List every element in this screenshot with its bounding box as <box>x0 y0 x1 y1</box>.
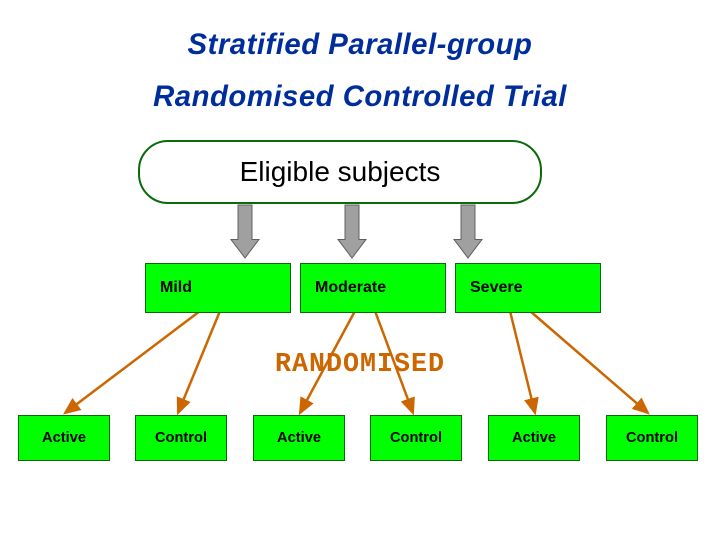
arm-label: Control <box>390 430 442 446</box>
stratum-box-mild: Mild <box>145 263 291 313</box>
arm-box-control-3: Control <box>370 415 462 461</box>
block-arrow-icon <box>454 205 482 258</box>
stratum-box-moderate: Moderate <box>300 263 446 313</box>
arm-label: Active <box>512 430 556 446</box>
stratum-label: Severe <box>470 279 523 297</box>
arm-label: Control <box>626 430 678 446</box>
arm-box-active-2: Active <box>253 415 345 461</box>
arm-box-active-4: Active <box>488 415 580 461</box>
arm-label: Active <box>277 430 321 446</box>
root-eligible-subjects: Eligible subjects <box>138 140 542 204</box>
stratum-label: Mild <box>160 279 192 297</box>
arm-box-control-5: Control <box>606 415 698 461</box>
stratum-box-severe: Severe <box>455 263 601 313</box>
arm-box-active-0: Active <box>18 415 110 461</box>
arm-label: Active <box>42 430 86 446</box>
block-arrow-icon <box>338 205 366 258</box>
title-line-2: Randomised Controlled Trial <box>0 80 720 114</box>
root-label: Eligible subjects <box>240 156 441 188</box>
title-line-1: Stratified Parallel-group <box>0 28 720 62</box>
stratum-label: Moderate <box>315 279 386 297</box>
randomised-label: RANDOMISED <box>0 350 720 380</box>
block-arrow-icon <box>231 205 259 258</box>
arm-label: Control <box>155 430 207 446</box>
arm-box-control-1: Control <box>135 415 227 461</box>
